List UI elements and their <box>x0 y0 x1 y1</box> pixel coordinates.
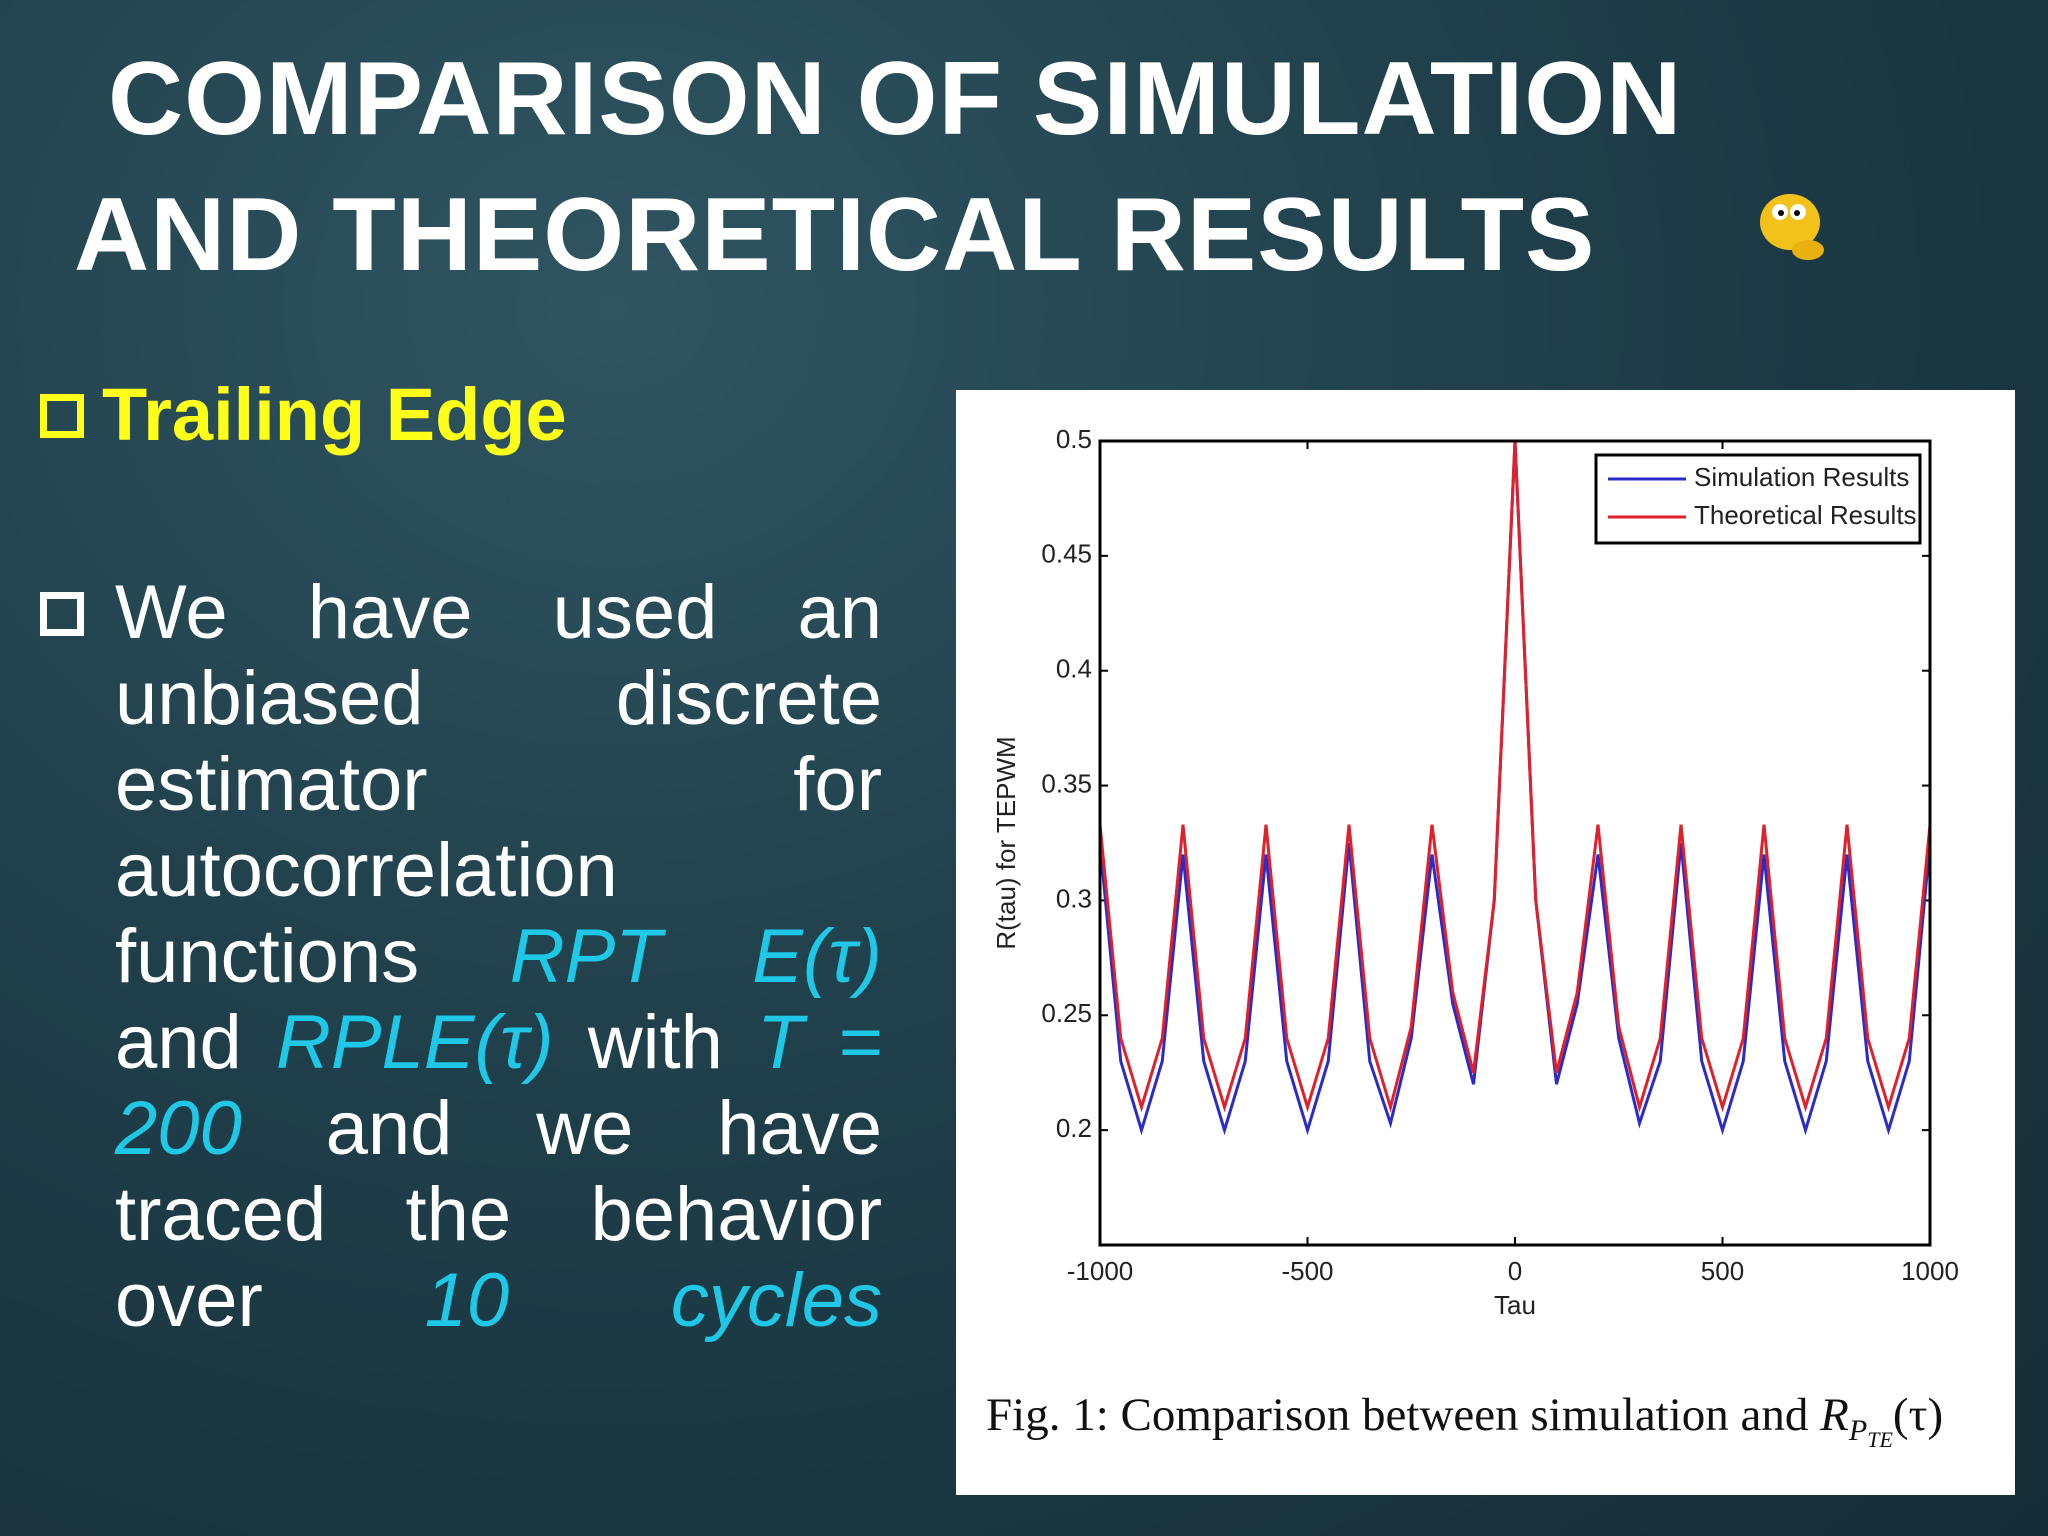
bullet: We have used an unbiased discrete estima… <box>40 570 882 1344</box>
caption-sub: P <box>1848 1414 1868 1448</box>
x-tick-label: 1000 <box>1901 1256 1959 1286</box>
y-tick-label: 0.2 <box>1056 1113 1092 1143</box>
body-text: We have used an unbiased discrete estima… <box>115 570 882 999</box>
bullet: Trailing Edge <box>40 372 567 457</box>
body-text: and we have traced the behavior over <box>115 1086 882 1343</box>
legend-label: Theoretical Results <box>1694 500 1917 530</box>
y-tick-label: 0.35 <box>1041 768 1092 798</box>
bullet-text: Trailing Edge <box>102 373 567 456</box>
caption-text: Fig. 1: Comparison between simulation an… <box>986 1389 1809 1441</box>
y-tick-label: 0.45 <box>1041 539 1092 569</box>
y-axis-label: R(tau) for TEPWM <box>991 736 1021 949</box>
x-tick-label: -1000 <box>1067 1256 1134 1286</box>
figure: 0.2 0.25 0.3 0.35 0.4 0.45 0.5 -1000 -500 0 500 100… <box>956 390 2015 1495</box>
x-axis-label: Tau <box>1494 1290 1536 1320</box>
paragraph: We have used an unbiased discrete estima… <box>115 570 882 1344</box>
x-tick-label: 500 <box>1701 1256 1744 1286</box>
highlight-text: RPLE(τ) <box>275 1000 554 1085</box>
x-tick-label: -500 <box>1281 1256 1333 1286</box>
body-text: and <box>115 1000 276 1085</box>
legend-box <box>1594 453 1922 545</box>
highlight-text: 10 cycles <box>424 1258 882 1343</box>
chart: 0.2 0.25 0.3 0.35 0.4 0.45 0.5 -1000 -500 0 500 100… <box>991 424 1959 1320</box>
y-tick-label: 0.5 <box>1056 424 1092 454</box>
caption-arg: (τ) <box>1892 1389 1944 1441</box>
caption-symbol: R <box>1820 1389 1849 1441</box>
highlight-text: T = 200 <box>115 1000 882 1171</box>
slide-title: COMPARISON OF SIMULATION <box>108 41 1683 157</box>
plot-frame <box>1098 439 1932 1247</box>
y-tick-label: 0.3 <box>1056 883 1092 913</box>
highlight-text: RPT E(τ) <box>509 914 882 999</box>
slide-title: AND THEORETICAL RESULTS <box>74 177 1596 293</box>
x-tick-label: 0 <box>1508 1256 1522 1286</box>
body-text: with <box>553 1000 758 1085</box>
caption-subsub: TE <box>1867 1427 1893 1453</box>
legend-label: Simulation Results <box>1694 462 1909 492</box>
emoji-icon <box>1760 194 1824 260</box>
y-tick-label: 0.4 <box>1056 654 1092 684</box>
y-tick-label: 0.25 <box>1041 998 1092 1028</box>
caption: Fig. 1: Comparison between simulation an… <box>986 1388 1943 1453</box>
